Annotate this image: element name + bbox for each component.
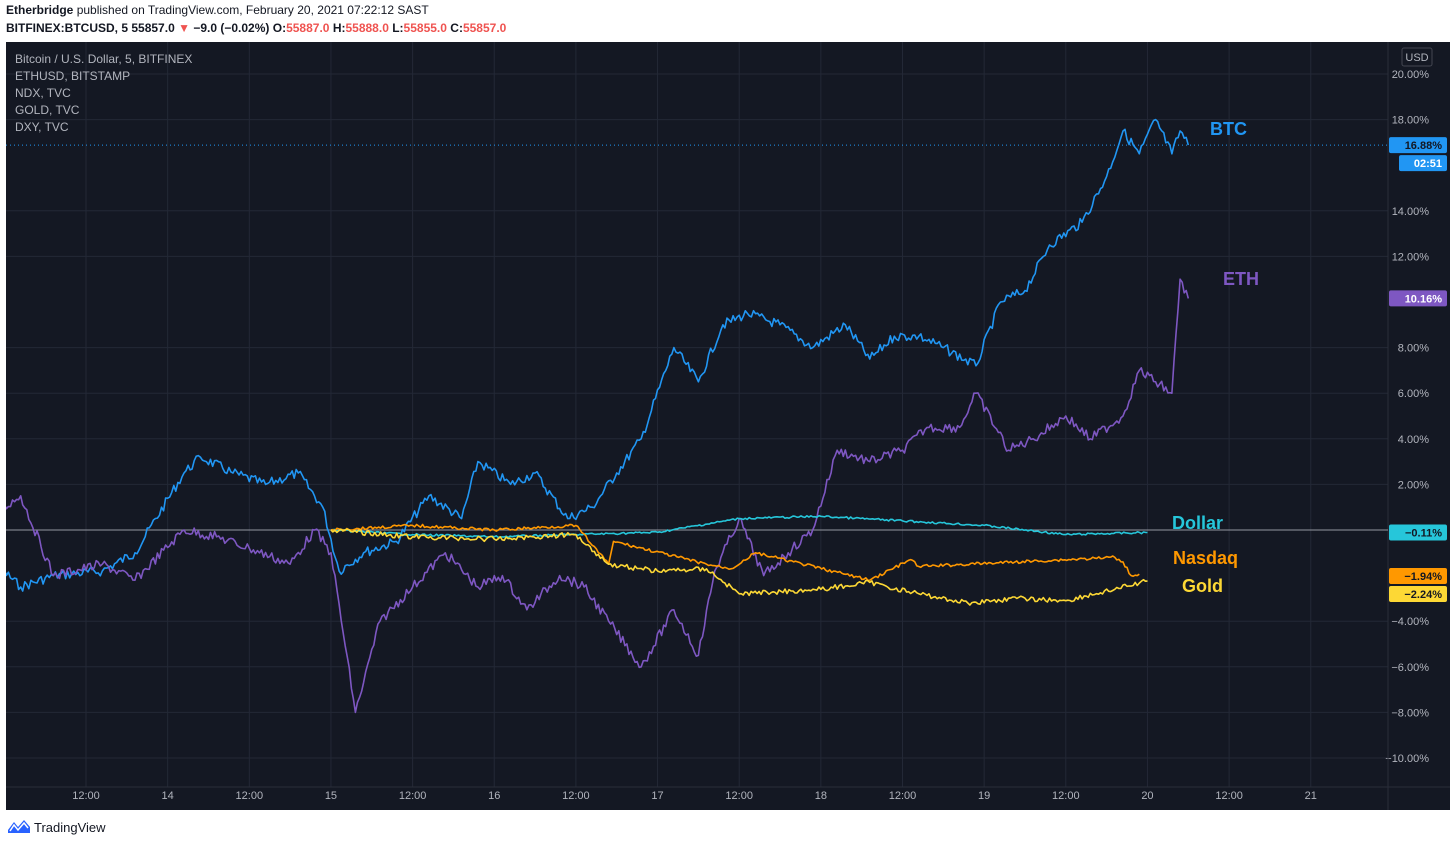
x-tick-label: 14 xyxy=(162,790,174,802)
price-tag-dollar xyxy=(1389,524,1447,541)
series-line-gold xyxy=(330,528,1148,606)
last-price: 55857.0 xyxy=(131,21,175,35)
legend-btc[interactable]: Bitcoin / U.S. Dollar, 5, BITFINEX xyxy=(15,52,193,66)
x-tick-label: 12:00 xyxy=(562,790,590,802)
y-tick-label: 14.00% xyxy=(1392,206,1430,218)
y-tick-label: 6.00% xyxy=(1398,388,1429,400)
high-label: H: xyxy=(332,21,346,35)
series-label-eth: ETH xyxy=(1223,269,1259,289)
currency-label: USD xyxy=(1405,52,1428,64)
price-change: −9.0 (−0.02%) xyxy=(193,21,270,35)
x-tick-label: 12:00 xyxy=(1215,790,1243,802)
series-line-btc xyxy=(6,118,1190,592)
price-tag-btc xyxy=(1389,137,1447,154)
x-tick-label: 17 xyxy=(651,790,663,802)
y-tick-label: 20.00% xyxy=(1392,69,1430,81)
publish-text: published on TradingView.com, February 2… xyxy=(76,3,429,17)
high-value: 55888.0 xyxy=(345,21,389,35)
countdown-text: 02:51 xyxy=(1414,158,1442,170)
series-label-gold: Gold xyxy=(1182,576,1223,596)
series-line-dollar xyxy=(330,514,1148,539)
x-tick-label: 21 xyxy=(1305,790,1317,802)
x-tick-label: 12:00 xyxy=(399,790,427,802)
close-value: 55857.0 xyxy=(462,21,507,35)
footer: TradingView xyxy=(0,812,1456,844)
price-tag-nasdaq xyxy=(1389,568,1447,584)
tradingview-brand[interactable]: TradingView xyxy=(34,820,106,835)
legend-ndx[interactable]: NDX, TVC xyxy=(15,86,71,100)
y-tick-label: 8.00% xyxy=(1398,343,1429,355)
price-tag-text-btc: 16.88% xyxy=(1405,140,1443,152)
x-tick-label: 15 xyxy=(325,790,337,802)
series-label-btc: BTC xyxy=(1210,119,1247,139)
x-tick-label: 20 xyxy=(1141,790,1153,802)
x-tick-label: 18 xyxy=(815,790,827,802)
x-tick-label: 19 xyxy=(978,790,990,802)
symbol-name: BITFINEX:BTCUSD, 5 xyxy=(6,21,129,35)
down-arrow-icon: ▼ xyxy=(178,21,190,35)
price-tag-text-eth: 10.16% xyxy=(1405,293,1443,305)
x-tick-label: 16 xyxy=(488,790,500,802)
chart-panel[interactable]: 20.00% 18.00% 14.00% 12.00% 8.00% 6.00% 4.00% 2… xyxy=(6,42,1450,810)
author-name[interactable]: Etherbridge xyxy=(6,3,74,17)
y-tick-label: 12.00% xyxy=(1392,251,1430,263)
currency-box xyxy=(1401,47,1433,67)
x-tick-label: 12:00 xyxy=(236,790,264,802)
price-tag-text-nasdaq: −1.94% xyxy=(1404,571,1442,583)
low-label: L: xyxy=(392,21,404,35)
y-tick-label: 4.00% xyxy=(1398,434,1429,446)
close-label: C: xyxy=(450,21,463,35)
y-tick-label: −6.00% xyxy=(1391,662,1429,674)
y-tick-label: −10.00% xyxy=(1385,753,1429,765)
chart-canvas[interactable]: 20.00% 18.00% 14.00% 12.00% 8.00% 6.00% 4.00% 2… xyxy=(6,42,1450,810)
open-value: 55887.0 xyxy=(286,21,330,35)
y-tick-label: −4.00% xyxy=(1391,616,1429,628)
legend-dxy[interactable]: DXY, TVC xyxy=(15,120,69,134)
price-tag-text-dollar: −0.11% xyxy=(1405,528,1442,540)
series-label-nasdaq: Nasdaq xyxy=(1173,548,1238,568)
symbol-info-bar: BITFINEX:BTCUSD, 5 55857.0 ▼ −9.0 (−0.02… xyxy=(6,21,506,35)
x-tick-label: 12:00 xyxy=(1052,790,1080,802)
x-tick-label: 12:00 xyxy=(72,790,100,802)
countdown-tag xyxy=(1399,155,1447,172)
series-label-dollar: Dollar xyxy=(1172,513,1223,533)
series-line-nasdaq xyxy=(330,523,1140,582)
series-line-eth xyxy=(6,278,1190,714)
price-tag-text-gold: −2.24% xyxy=(1404,589,1442,601)
x-tick-label: 12:00 xyxy=(889,790,917,802)
publish-info: Etherbridge published on TradingView.com… xyxy=(6,3,429,17)
low-value: 55855.0 xyxy=(403,21,447,35)
price-tag-eth xyxy=(1389,290,1447,307)
legend-gold[interactable]: GOLD, TVC xyxy=(15,103,80,117)
price-tag-gold xyxy=(1389,586,1447,602)
y-tick-label: 18.00% xyxy=(1392,115,1430,127)
x-tick-label: 12:00 xyxy=(725,790,753,802)
open-label: O: xyxy=(272,21,287,35)
y-tick-label: −8.00% xyxy=(1391,707,1429,719)
tradingview-logo-icon[interactable] xyxy=(8,819,30,833)
legend-eth[interactable]: ETHUSD, BITSTAMP xyxy=(15,69,131,83)
y-tick-label: 2.00% xyxy=(1398,479,1429,491)
